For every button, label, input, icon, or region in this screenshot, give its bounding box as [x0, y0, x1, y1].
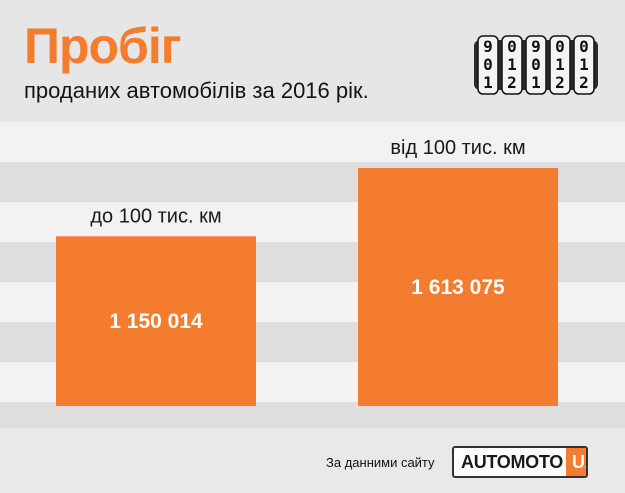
- logo-text: AUTOMOTO: [461, 451, 563, 472]
- bar: [56, 236, 256, 406]
- odometer-wheel: [549, 35, 571, 95]
- odometer-digit: 0: [555, 37, 565, 56]
- odometer-digit: 1: [531, 73, 541, 92]
- odometer-wheel: [477, 35, 499, 95]
- odometer-digit: 0: [483, 55, 493, 74]
- odometer-wheel: [525, 35, 547, 95]
- odometer-digit: 2: [579, 73, 589, 92]
- odometer-wheel: [501, 35, 523, 95]
- bar-chart: до 100 тис. км 1 150 014 від 100 тис. км 1 …: [0, 122, 625, 428]
- odometer-wheel: [573, 35, 595, 95]
- odometer-digit: 2: [555, 73, 565, 92]
- odometer-digit: 0: [579, 37, 589, 56]
- background-stripe: [0, 402, 625, 428]
- odometer-digit: 9: [531, 37, 541, 56]
- odometer-digit: 1: [579, 55, 589, 74]
- bar: [358, 168, 558, 406]
- automoto-logo[interactable]: AUTOMOTO UA: [452, 446, 588, 478]
- odometer-digit: 9: [483, 37, 493, 56]
- logo-badge: UA: [565, 448, 586, 476]
- page-subtitle: проданих автомобілів за 2016 рік.: [24, 78, 369, 103]
- odometer-digit: 1: [555, 55, 565, 74]
- category-label: від 100 тис. км: [390, 137, 525, 159]
- value-label: 1 613 075: [411, 276, 505, 299]
- page-title: Пробіг: [24, 18, 182, 74]
- background-stripe: [0, 122, 625, 162]
- source-text: За данними сайту: [326, 455, 435, 470]
- value-label: 1 150 014: [109, 310, 203, 333]
- header: Пробіг проданих автомобілів за 2016 рік.…: [0, 0, 625, 122]
- odometer-digit: 1: [483, 73, 493, 92]
- odometer-digit: 0: [531, 55, 541, 74]
- odometer-digit: 2: [507, 73, 517, 92]
- odometer-digit: 1: [507, 55, 517, 74]
- odometer-digit: 0: [507, 37, 517, 56]
- category-label: до 100 тис. км: [90, 205, 221, 227]
